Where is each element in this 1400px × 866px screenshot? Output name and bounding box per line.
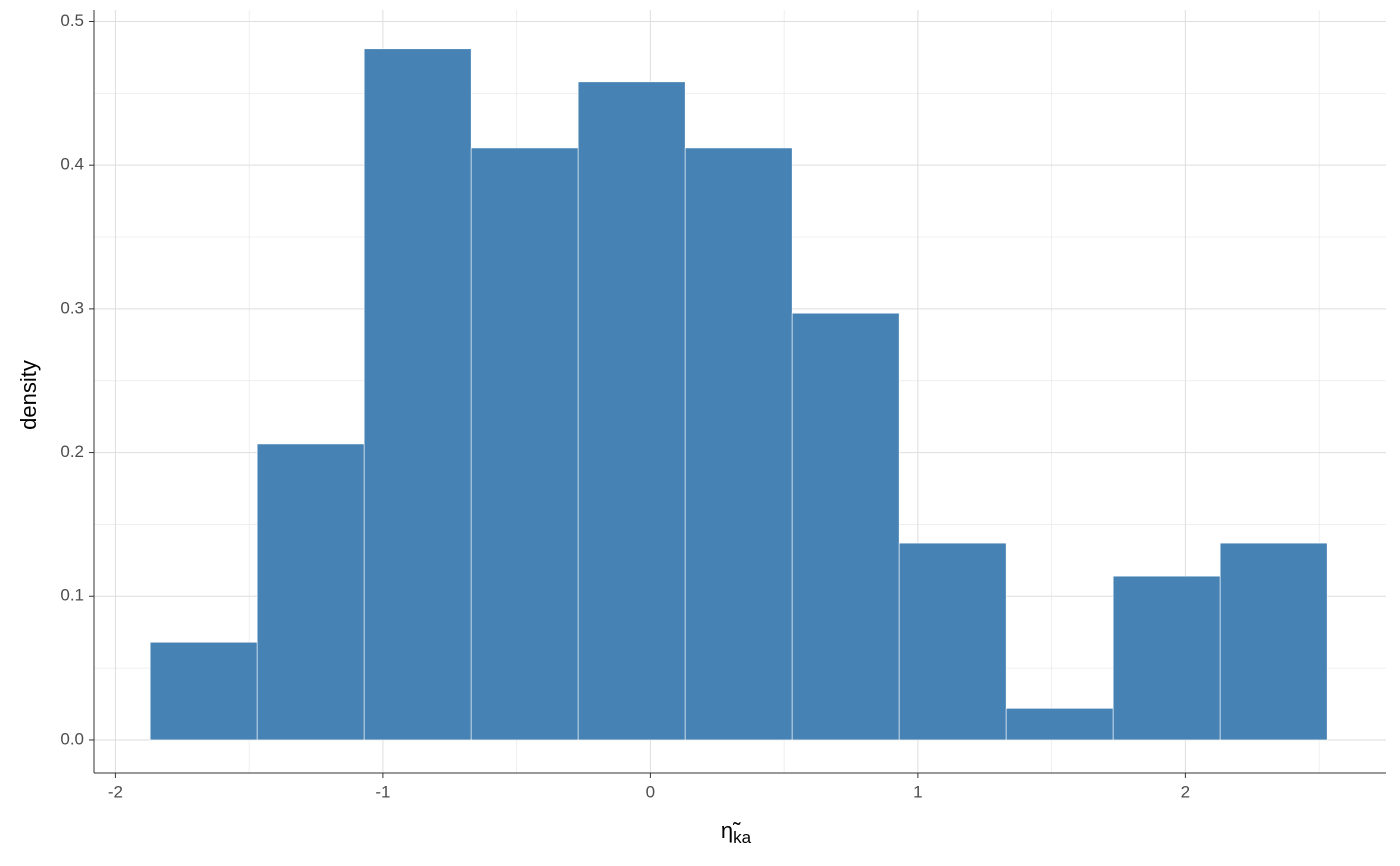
x-tick-label: -2 xyxy=(108,782,123,801)
y-axis-label: density xyxy=(16,360,41,430)
x-tick-label: 0 xyxy=(646,782,655,801)
bar xyxy=(577,81,686,741)
x-tick-label: 1 xyxy=(913,782,922,801)
bar xyxy=(470,147,579,741)
x-axis-label-subscript: ka xyxy=(733,828,752,847)
x-tick-label: 2 xyxy=(1181,782,1190,801)
y-tick-label: 0.1 xyxy=(60,586,84,605)
bar xyxy=(1005,708,1114,741)
x-axis-label: η̃ka xyxy=(721,818,752,848)
y-tick-label: 0.0 xyxy=(60,729,84,748)
y-tick-label: 0.5 xyxy=(60,11,84,30)
bar xyxy=(791,312,900,741)
bar xyxy=(256,443,365,741)
y-tick-label: 0.3 xyxy=(60,298,84,317)
bar xyxy=(1112,575,1221,741)
bar xyxy=(684,147,793,741)
bar xyxy=(1219,542,1328,741)
y-tick-label: 0.2 xyxy=(60,442,84,461)
bar xyxy=(363,48,472,741)
y-tick-label: 0.4 xyxy=(60,155,84,174)
x-tick-label: -1 xyxy=(375,782,390,801)
bar xyxy=(898,542,1007,741)
bar xyxy=(149,641,258,741)
